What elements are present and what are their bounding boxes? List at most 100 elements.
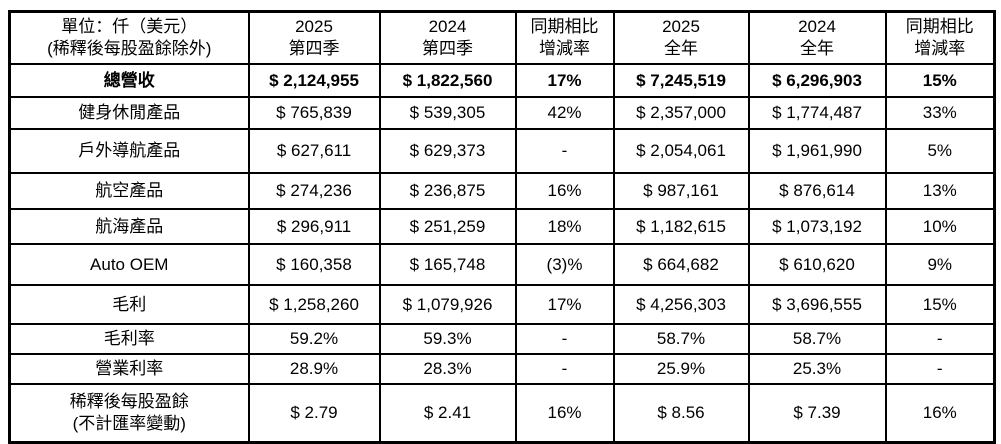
cell-q4-yoy: - xyxy=(514,353,615,386)
cell-fy-yoy: 5% xyxy=(884,128,996,175)
row-label: 航空產品 xyxy=(8,172,250,211)
table-row-auto-oem: Auto OEM $ 160,358 $ 165,748 (3)% $ 664,… xyxy=(8,243,996,287)
header-yoy-line1: 同期相比 xyxy=(530,17,599,36)
cell-fy-yoy: 15% xyxy=(884,284,996,326)
header-row: 單位：仟（美元） (稀釋後每股盈餘除外) 2025 第四季 2024 第四季 同… xyxy=(8,10,996,66)
cell-q4-yoy: 18% xyxy=(514,208,615,246)
cell-q4-2025: $ 1,258,260 xyxy=(247,284,381,326)
row-label: 營業利率 xyxy=(8,353,250,386)
cell-q4-2024: $ 1,822,560 xyxy=(378,63,517,99)
cell-q4-2025: $ 2,124,955 xyxy=(247,63,381,99)
column-header-fy-2024: 2024 全年 xyxy=(747,10,887,66)
cell-q4-yoy: 42% xyxy=(514,96,615,131)
cell-fy-yoy: 16% xyxy=(884,383,996,444)
table-row-diluted-eps: 稀釋後每股盈餘 (不計匯率變動) $ 2.79 $ 2.41 16% $ 8.5… xyxy=(8,383,996,444)
table-row-total-revenue: 總營收 $ 2,124,955 $ 1,822,560 17% $ 7,245,… xyxy=(8,63,996,99)
cell-fy-yoy: 9% xyxy=(884,243,996,287)
financial-results-table: 單位：仟（美元） (稀釋後每股盈餘除外) 2025 第四季 2024 第四季 同… xyxy=(8,10,996,444)
table-row-operating-margin: 營業利率 28.9% 28.3% - 25.9% 25.3% - xyxy=(8,353,996,386)
column-header-q4-2024: 2024 第四季 xyxy=(378,10,517,66)
unit-label-line2: (稀釋後每股盈餘除外) xyxy=(47,39,212,59)
table-row-fitness: 健身休閒產品 $ 765,839 $ 539,305 42% $ 2,357,0… xyxy=(8,96,996,131)
cell-fy-2025: $ 8.56 xyxy=(612,383,750,444)
header-yoy-line1: 同期相比 xyxy=(905,17,974,36)
column-header-q4-2025: 2025 第四季 xyxy=(247,10,381,66)
header-year: 2024 xyxy=(428,17,467,36)
cell-fy-2025: $ 2,357,000 xyxy=(612,96,750,131)
row-label: Auto OEM xyxy=(8,243,250,287)
unit-label-line1: 單位：仟（美元） xyxy=(61,17,198,36)
cell-fy-yoy: 13% xyxy=(884,172,996,211)
cell-fy-2025: $ 7,245,519 xyxy=(612,63,750,99)
cell-q4-2025: $ 765,839 xyxy=(247,96,381,131)
cell-q4-2025: 28.9% xyxy=(247,353,381,386)
cell-fy-2024: $ 1,774,487 xyxy=(747,96,887,131)
unit-header-cell: 單位：仟（美元） (稀釋後每股盈餘除外) xyxy=(8,10,250,66)
cell-fy-2024: 25.3% xyxy=(747,353,887,386)
cell-fy-2025: $ 4,256,303 xyxy=(612,284,750,326)
cell-q4-yoy: - xyxy=(514,323,615,356)
header-yoy-line2: 增減率 xyxy=(539,39,590,59)
cell-q4-yoy: 17% xyxy=(514,284,615,326)
row-label: 毛利 xyxy=(8,284,250,326)
header-period: 全年 xyxy=(664,39,698,59)
cell-fy-yoy: 10% xyxy=(884,208,996,246)
cell-fy-yoy: - xyxy=(884,353,996,386)
cell-q4-yoy: - xyxy=(514,128,615,175)
cell-q4-2025: $ 627,611 xyxy=(247,128,381,175)
cell-fy-2024: $ 7.39 xyxy=(747,383,887,444)
cell-fy-yoy: 33% xyxy=(884,96,996,131)
cell-q4-2024: 28.3% xyxy=(378,353,517,386)
row-label: 總營收 xyxy=(8,63,250,99)
cell-fy-2024: $ 1,073,192 xyxy=(747,208,887,246)
row-label: 毛利率 xyxy=(8,323,250,356)
header-period: 第四季 xyxy=(422,39,473,59)
cell-q4-yoy: 16% xyxy=(514,383,615,444)
cell-q4-2024: $ 236,875 xyxy=(378,172,517,211)
header-yoy-line2: 增減率 xyxy=(914,39,966,59)
cell-fy-yoy: - xyxy=(884,323,996,356)
cell-fy-2024: $ 6,296,903 xyxy=(747,63,887,99)
row-label-line1: 稀釋後每股盈餘 xyxy=(69,392,189,412)
cell-q4-yoy: 17% xyxy=(514,63,615,99)
header-year: 2025 xyxy=(662,17,700,36)
column-header-q4-yoy-change: 同期相比 增減率 xyxy=(514,10,615,66)
cell-fy-2025: $ 2,054,061 xyxy=(612,128,750,175)
header-period: 第四季 xyxy=(288,39,340,59)
cell-fy-2024: $ 876,614 xyxy=(747,172,887,211)
cell-fy-2024: $ 1,961,990 xyxy=(747,128,887,175)
row-label: 稀釋後每股盈餘 (不計匯率變動) xyxy=(8,383,250,444)
cell-fy-2024: 58.7% xyxy=(747,323,887,356)
cell-q4-2024: $ 165,748 xyxy=(378,243,517,287)
cell-q4-2024: $ 1,079,926 xyxy=(378,284,517,326)
cell-q4-2025: $ 296,911 xyxy=(247,208,381,246)
cell-q4-2025: $ 274,236 xyxy=(247,172,381,211)
header-period: 全年 xyxy=(800,39,834,59)
cell-q4-2024: $ 629,373 xyxy=(378,128,517,175)
table-row-gross-margin: 毛利率 59.2% 59.3% - 58.7% 58.7% - xyxy=(8,323,996,356)
row-label: 戶外導航產品 xyxy=(8,128,250,175)
cell-q4-2024: $ 2.41 xyxy=(378,383,517,444)
cell-q4-2025: $ 160,358 xyxy=(247,243,381,287)
table-row-outdoor: 戶外導航產品 $ 627,611 $ 629,373 - $ 2,054,061… xyxy=(8,128,996,175)
cell-fy-2025: $ 1,182,615 xyxy=(612,208,750,246)
cell-q4-2024: 59.3% xyxy=(378,323,517,356)
header-year: 2025 xyxy=(295,17,333,36)
cell-q4-2025: $ 2.79 xyxy=(247,383,381,444)
cell-fy-2024: $ 3,696,555 xyxy=(747,284,887,326)
cell-q4-2024: $ 251,259 xyxy=(378,208,517,246)
cell-fy-yoy: 15% xyxy=(884,63,996,99)
cell-q4-2025: 59.2% xyxy=(247,323,381,356)
table-row-aviation: 航空產品 $ 274,236 $ 236,875 16% $ 987,161 $… xyxy=(8,172,996,211)
cell-q4-2024: $ 539,305 xyxy=(378,96,517,131)
column-header-fy-yoy-change: 同期相比 增減率 xyxy=(884,10,996,66)
column-header-fy-2025: 2025 全年 xyxy=(612,10,750,66)
header-year: 2024 xyxy=(798,17,836,36)
cell-fy-2024: $ 610,620 xyxy=(747,243,887,287)
cell-fy-2025: $ 987,161 xyxy=(612,172,750,211)
cell-q4-yoy: 16% xyxy=(514,172,615,211)
row-label: 健身休閒產品 xyxy=(8,96,250,131)
cell-q4-yoy: (3)% xyxy=(514,243,615,287)
table-row-marine: 航海產品 $ 296,911 $ 251,259 18% $ 1,182,615… xyxy=(8,208,996,246)
